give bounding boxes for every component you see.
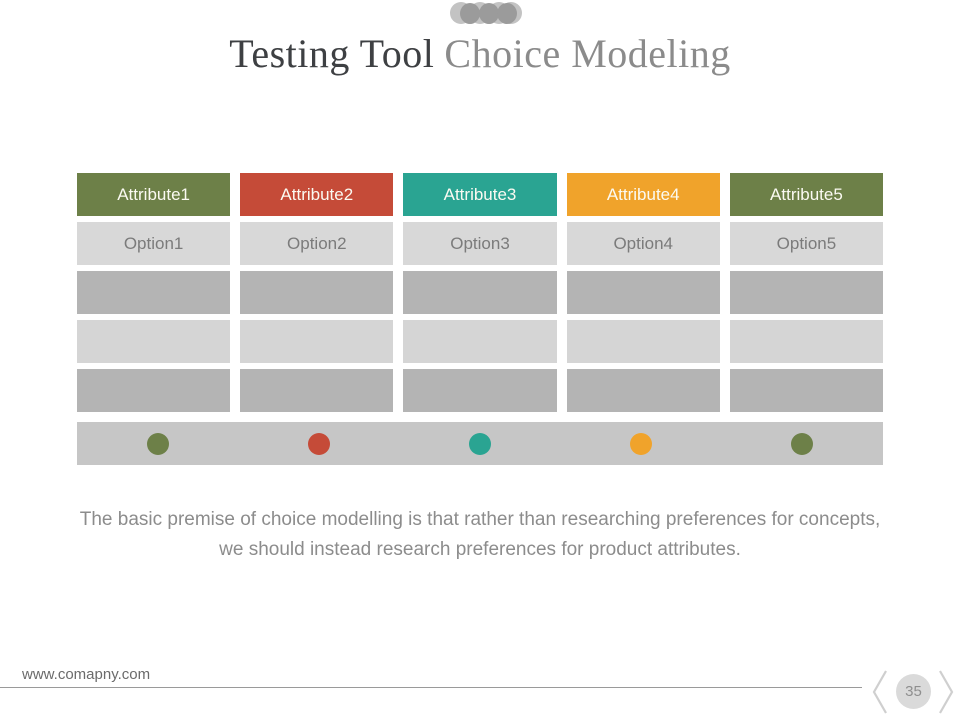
attribute-header: Attribute2	[240, 173, 394, 216]
empty-cell	[240, 320, 394, 363]
color-dot	[630, 432, 653, 455]
color-dot	[307, 432, 330, 455]
page-navigation: 35	[872, 668, 954, 716]
empty-cell	[240, 271, 394, 314]
option-cell: Option4	[566, 222, 720, 265]
empty-row	[77, 271, 884, 314]
color-dot	[469, 432, 491, 455]
footer-divider	[0, 687, 862, 688]
empty-cell	[566, 369, 720, 412]
website-url: www.comapny.com	[22, 666, 151, 683]
previous-chevron-icon[interactable]	[872, 669, 888, 715]
attribute-header-row: Attribute1 Attribute2 Attribute3 Attribu…	[77, 173, 884, 216]
empty-cell	[403, 369, 557, 412]
option-cell: Option2	[240, 222, 394, 265]
page-number-badge: 35	[896, 674, 931, 709]
description-text: The basic premise of choice modelling is…	[0, 505, 960, 565]
option-cell: Option5	[729, 222, 884, 265]
empty-cell	[403, 320, 557, 363]
empty-cell	[729, 369, 884, 412]
color-dot	[146, 432, 169, 455]
empty-cell	[566, 271, 720, 314]
empty-cell	[403, 271, 557, 314]
title-primary: Testing Tool	[229, 31, 435, 76]
option-cell: Option1	[77, 222, 231, 265]
description-line-2: we should instead research preferences f…	[219, 539, 741, 560]
color-dot	[791, 432, 814, 455]
description-line-1: The basic premise of choice modelling is…	[79, 509, 881, 530]
ellipsis-decoration-icon	[450, 2, 522, 24]
empty-cell	[240, 369, 394, 412]
title-secondary: Choice Modeling	[444, 31, 731, 76]
empty-cell	[77, 271, 231, 314]
option-row: Option1 Option2 Option3 Option4 Option5	[77, 222, 884, 265]
empty-cell	[729, 320, 884, 363]
empty-cell	[77, 369, 231, 412]
color-dots-bar	[77, 422, 883, 465]
attribute-header: Attribute1	[77, 173, 231, 216]
empty-row	[77, 320, 884, 363]
attribute-header: Attribute4	[566, 173, 720, 216]
attribute-header: Attribute3	[403, 173, 557, 216]
empty-cell	[566, 320, 720, 363]
page-title: Testing Tool Choice Modeling	[0, 30, 960, 77]
next-chevron-icon[interactable]	[938, 669, 954, 715]
choice-table: Attribute1 Attribute2 Attribute3 Attribu…	[77, 173, 884, 418]
option-cell: Option3	[403, 222, 557, 265]
attribute-header: Attribute5	[729, 173, 884, 216]
empty-row	[77, 369, 884, 412]
empty-cell	[729, 271, 884, 314]
empty-cell	[77, 320, 231, 363]
